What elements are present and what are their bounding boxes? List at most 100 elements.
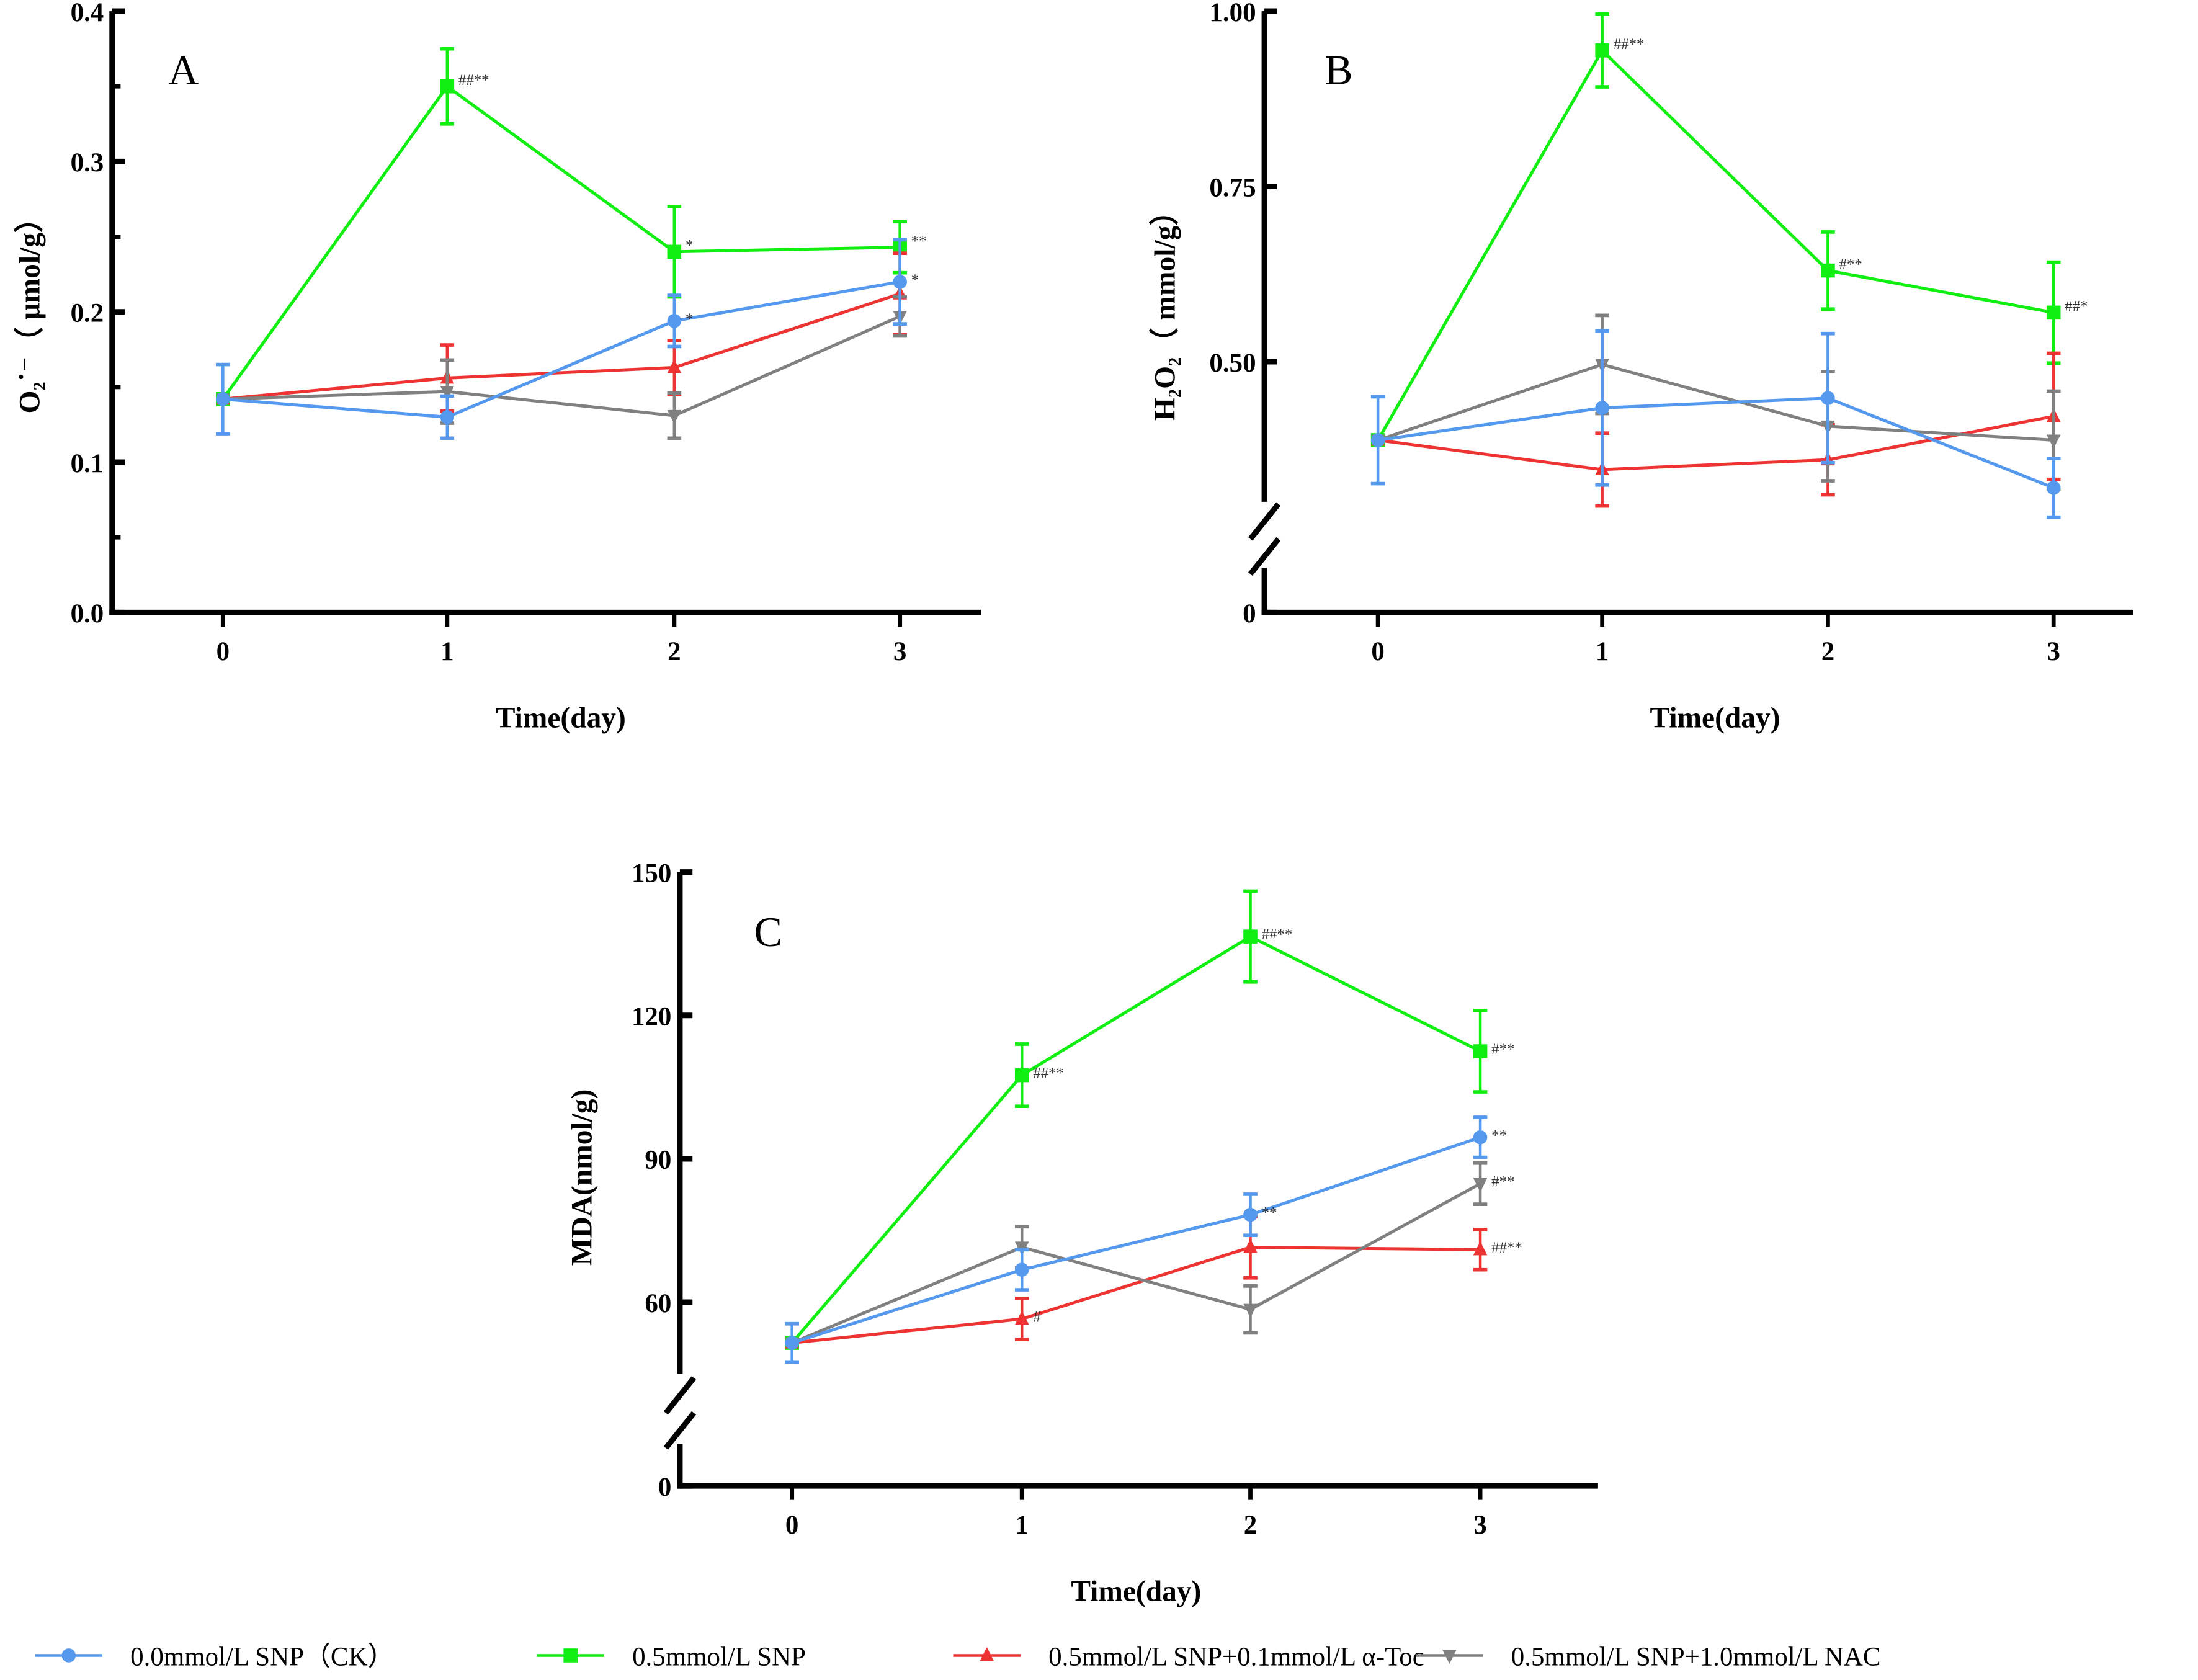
y-axis-title: H₂O₂（ mmol/g） [1149, 196, 1182, 421]
series-line [223, 280, 901, 419]
x-tick-label: 3 [1473, 1511, 1486, 1540]
axis-break-mark [1248, 502, 1281, 541]
data-point [667, 409, 682, 424]
data-point [667, 359, 682, 373]
y-tick-label: 0.0 [71, 599, 104, 628]
data-point [1014, 1310, 1029, 1325]
significance-label: * [686, 238, 693, 254]
significance-label: ** [1262, 1205, 1277, 1222]
y-tick-label: 0.1 [71, 449, 104, 478]
legend-item-ck: 0.0mmol/L SNP（CK） [35, 1642, 395, 1671]
series-line [223, 292, 901, 401]
y-tick-label: 0.50 [1209, 349, 1256, 378]
series-line [1377, 396, 2055, 489]
series-ck: ** [216, 238, 919, 440]
y-tick-label: 1.00 [1209, 0, 1256, 27]
data-point [2046, 434, 2061, 449]
data-point [1014, 1262, 1029, 1277]
data-point [1243, 1207, 1258, 1222]
x-tick-label: 2 [668, 637, 681, 666]
x-tick-label: 2 [1821, 637, 1834, 666]
y-tick-label: 150 [632, 859, 671, 888]
data-point [1473, 1130, 1488, 1145]
series-line [792, 1245, 1481, 1345]
significance-label: * [686, 311, 693, 328]
data-point [1595, 401, 1609, 415]
series-toc [1370, 351, 2061, 508]
data-point [2046, 481, 2061, 495]
panel-b: 0 0.50 0.75 1.00 0 1 2 3 Time(day) H₂O₂（ mmol/g） B… [1149, 0, 2134, 735]
data-point [1595, 43, 1609, 58]
significance-label: #** [1839, 256, 1862, 273]
data-point [1243, 929, 1258, 944]
x-axis-title: Time(day) [496, 702, 626, 735]
y-axis-title: MDA(nmol/g) [566, 1089, 599, 1266]
x-tick-label: 0 [785, 1511, 798, 1540]
x-tick-label: 1 [440, 637, 453, 666]
axis-break-mark [1248, 537, 1281, 576]
axis-break-mark [663, 1376, 697, 1415]
data-point [1370, 433, 1385, 447]
legend-label: 0.0mmol/L SNP（CK） [130, 1642, 394, 1671]
y-tick-label: 0.2 [71, 299, 104, 328]
data-point [1473, 1241, 1488, 1256]
series-line [1377, 362, 2054, 442]
series-ck [1370, 329, 2061, 519]
legend-item-nac: 0.5mmol/L SNP+1.0mmol/L NAC [1416, 1642, 1881, 1671]
legend-label: 0.5mmol/L SNP [632, 1642, 806, 1671]
y-tick-label: 0.75 [1209, 173, 1256, 202]
y-tick-label: 90 [645, 1146, 671, 1175]
data-point [1821, 263, 1835, 278]
y-tick-label: 120 [632, 1003, 671, 1032]
significance-label: ##** [1614, 36, 1645, 53]
x-tick-label: 3 [893, 637, 906, 666]
x-tick-label: 1 [1596, 637, 1609, 666]
significance-label: ##** [1033, 1065, 1064, 1082]
significance-label: ** [911, 233, 927, 249]
legend-label: 0.5mmol/L SNP+0.1mmol/L α-Toc [1048, 1642, 1424, 1671]
significance-label: ** [1491, 1127, 1507, 1144]
data-point [2046, 305, 2061, 320]
x-tick-label: 1 [1015, 1511, 1028, 1540]
legend-marker-icon [980, 1646, 994, 1661]
significance-label: * [911, 272, 919, 288]
series-ck: ** ** [785, 1115, 1507, 1364]
panel-label: A [168, 47, 199, 94]
data-point [1473, 1177, 1488, 1192]
panel-label: B [1325, 47, 1352, 94]
data-point [440, 386, 455, 400]
significance-label: ##** [1491, 1240, 1522, 1256]
data-point [893, 274, 907, 289]
series-toc [216, 251, 907, 413]
data-point [667, 313, 682, 328]
panel-label: C [754, 909, 782, 955]
y-axis-title: O₂˙⁻（ μmol/g） [13, 203, 46, 414]
x-tick-label: 2 [1244, 1511, 1257, 1540]
x-axis-title: Time(day) [1071, 1575, 1201, 1607]
x-tick-label: 3 [2047, 637, 2060, 666]
series-line [223, 315, 901, 418]
series-line [1377, 414, 2054, 471]
y-tick-label: 0 [658, 1473, 671, 1502]
legend: 0.0mmol/L SNP（CK） 0.5mmol/L SNP 0.5mmol/L … [35, 1642, 1881, 1671]
series-line [221, 84, 900, 400]
y-tick-label: 60 [645, 1289, 671, 1318]
series-line [791, 1182, 1481, 1344]
series-snp: ##** #** ##* [1370, 12, 2088, 447]
panel-a: 0.0 0.1 0.2 0.3 0.4 0 1 2 3 Time(day) O₂˙⁻（ μmol/g… [13, 0, 981, 735]
x-axis-title: Time(day) [1650, 702, 1780, 735]
series-nac [216, 295, 907, 440]
legend-label: 0.5mmol/L SNP+1.0mmol/L NAC [1511, 1642, 1881, 1671]
y-tick-label: 0.4 [71, 0, 104, 27]
legend-marker-icon [563, 1648, 578, 1663]
legend-item-toc: 0.5mmol/L SNP+0.1mmol/L α-Toc [953, 1642, 1424, 1671]
significance-label: # [1033, 1309, 1040, 1326]
y-tick-label: 0.3 [71, 148, 104, 177]
significance-label: ##** [1262, 926, 1293, 943]
data-point [667, 244, 682, 259]
data-point [1014, 1068, 1029, 1083]
data-point [440, 79, 455, 94]
axis-break-mark [663, 1411, 697, 1450]
data-point [1243, 1238, 1258, 1253]
